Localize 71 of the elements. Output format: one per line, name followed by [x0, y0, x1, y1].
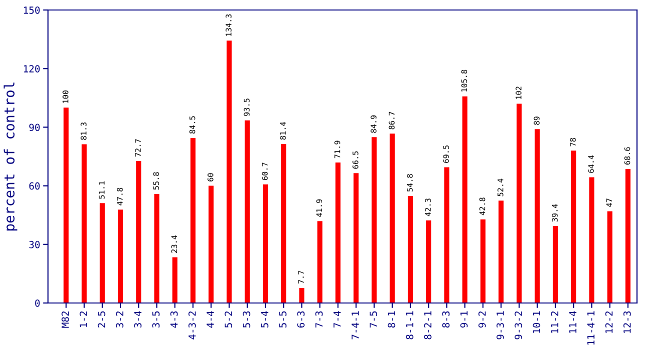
y-tick-label: 0: [35, 300, 40, 307]
bar: [516, 104, 522, 303]
bar: [426, 220, 432, 303]
bar: [372, 137, 377, 303]
x-tick-label: 4-4: [206, 311, 214, 328]
x-tick-label: 2-5: [98, 311, 106, 328]
y-tick-label: 30: [29, 240, 40, 248]
bar: [281, 144, 286, 303]
x-tick-label: 11-2: [550, 311, 558, 333]
x-tick-label: 5-4: [261, 311, 268, 328]
bar: [444, 167, 450, 303]
x-tick-label: 3-2: [116, 311, 124, 328]
bar: [408, 196, 413, 303]
x-tick-label: 8-1: [388, 311, 396, 328]
bar: [317, 221, 322, 303]
x-tick-label: 9-1: [460, 311, 468, 328]
x-tick-label: 4-3: [170, 311, 178, 328]
x-tick-label: 7-5: [370, 311, 378, 328]
bar: [589, 177, 594, 303]
bar: [625, 169, 630, 303]
y-tick-label: 90: [29, 124, 40, 132]
bar: [82, 144, 87, 303]
y-axis-title: percent of control: [4, 82, 18, 230]
bar: [354, 173, 359, 303]
x-tick-label: 5-2: [224, 311, 232, 328]
bar: [226, 40, 232, 303]
y-tick-label: 120: [24, 65, 40, 72]
bar: [190, 138, 196, 303]
x-tick-label: 12-2: [605, 311, 613, 333]
x-tick-label: 5-3: [242, 311, 250, 328]
bar: [607, 211, 612, 303]
bar: [64, 108, 69, 303]
x-tick-label: 8-3: [442, 311, 450, 328]
x-tick-label: 9-3-2: [514, 311, 522, 340]
bar: [100, 203, 105, 303]
x-tick-label: 3-5: [152, 311, 160, 328]
x-tick-label: 10-1: [532, 311, 540, 333]
bar: [244, 120, 250, 303]
bar: [571, 150, 576, 303]
x-tick-label: 6-3: [297, 311, 305, 328]
y-tick-label: 60: [29, 182, 40, 190]
x-tick-label: 8-1-1: [406, 311, 414, 340]
bar: [208, 186, 214, 303]
bar: [136, 160, 142, 303]
bar: [118, 210, 124, 303]
x-tick-label: 4-3-2: [188, 311, 196, 340]
bar: [299, 288, 304, 303]
x-tick-label: 11-4-1: [587, 311, 594, 345]
x-tick-label: 7-3: [315, 311, 323, 328]
bar: [262, 184, 268, 303]
x-tick-label: 7-4: [334, 311, 341, 328]
x-tick-label: 12-3: [623, 311, 631, 333]
x-tick-label: 11-4: [569, 311, 576, 333]
bar: [552, 226, 558, 303]
x-tick-label: M82: [62, 311, 69, 328]
bar: [154, 194, 160, 303]
x-tick-label: 5-5: [279, 311, 286, 328]
x-tick-label: 1-2: [80, 311, 87, 328]
bar: [480, 219, 486, 303]
x-tick-label: 9-3-1: [496, 311, 504, 340]
x-tick-label: 7-4-1: [352, 311, 359, 340]
x-tick-label: 8-2-1: [424, 311, 432, 340]
bar: [498, 200, 504, 303]
bar: [172, 257, 178, 303]
bar: [462, 96, 468, 303]
x-tick-label: 3-4: [134, 311, 142, 328]
y-tick-label: 150: [24, 6, 40, 14]
bar: [390, 134, 395, 303]
bar: [335, 162, 341, 303]
x-tick-label: 9-2: [478, 311, 486, 328]
bar: [534, 129, 540, 303]
